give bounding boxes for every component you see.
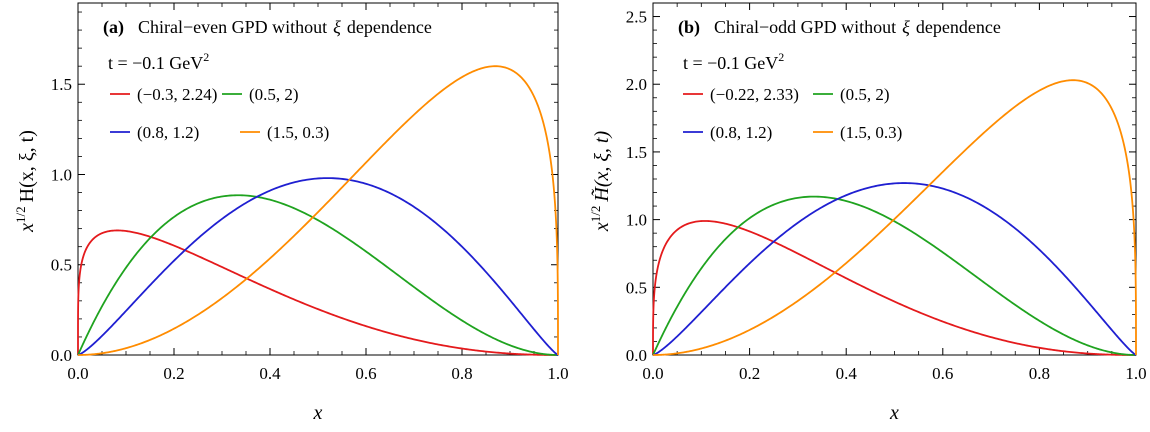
series-line-2 [77, 194, 558, 356]
x-tick-label: 1.0 [547, 364, 568, 383]
panel-tag: (a) [103, 17, 124, 38]
y-tick-label: 0.5 [51, 256, 72, 275]
y-tick-label: 1.5 [51, 75, 72, 94]
legend-label-2: (0.5, 2) [249, 85, 299, 104]
y-tick-label: 0.0 [51, 346, 72, 365]
panel-title: (a) Chiral−even GPD without ξ dependence [103, 17, 432, 38]
y-tick-label: 1.0 [626, 211, 647, 230]
panel-title-symbol: ξ [333, 17, 341, 37]
y-axis-label: x1/2 H(x, ξ, t) [13, 130, 38, 233]
legend-label-2: (0.5, 2) [840, 85, 890, 104]
t-label-text: t = −0.1 GeV [108, 53, 203, 73]
y-axis-label-base: x [591, 222, 613, 232]
panel-title-symbol: ξ [902, 17, 910, 37]
legend-label-1: (−0.3, 2.24) [137, 85, 217, 104]
y-axis-label-base: x [16, 223, 38, 233]
x-axis-label: x [889, 402, 899, 424]
panel-title-text: Chiral−even GPD without [138, 17, 327, 37]
x-tick-label: 1.0 [1125, 364, 1146, 383]
y-tick-label: 2.5 [626, 8, 647, 27]
series-line-4 [653, 79, 1137, 356]
x-tick-label: 0.4 [836, 364, 858, 383]
legend-label-1: (−0.22, 2.33) [710, 85, 799, 104]
x-tick-label: 0.2 [163, 364, 184, 383]
t-label-text: t = −0.1 GeV [683, 53, 778, 73]
x-tick-label: 0.0 [67, 364, 88, 383]
legend-label-3: (0.8, 1.2) [710, 123, 772, 142]
y-axis-label-sup: 1/2 [588, 206, 603, 223]
y-axis-label-func: H̃(x, ξ, t) [590, 131, 613, 203]
series-line-3 [77, 177, 559, 356]
t-label: t = −0.1 GeV2 [683, 50, 784, 73]
t-label-sup: 2 [203, 50, 209, 64]
chart-panel-a: 0.0 0.2 0.4 0.6 0.8 1.0 0.0 0.5 1.0 1.5 (a) Chiral−… [13, 2, 569, 424]
y-tick-label: 1.0 [51, 165, 72, 184]
x-tick-label: 0.8 [1029, 364, 1050, 383]
panel-title: (b) Chiral−odd GPD without ξ dependence [678, 17, 1001, 38]
y-axis-label-sup: 1/2 [13, 206, 28, 223]
x-tick-label: 0.4 [259, 364, 281, 383]
t-label: t = −0.1 GeV2 [108, 50, 209, 73]
y-tick-label: 2.0 [626, 75, 647, 94]
x-tick-label: 0.6 [355, 364, 376, 383]
y-tick-label: 0.0 [626, 346, 647, 365]
legend-label-4: (1.5, 0.3) [840, 123, 902, 142]
panel-title-tail: dependence [347, 17, 432, 37]
series-line-1 [77, 229, 558, 356]
panel-title-text: Chiral−odd GPD without [714, 17, 896, 37]
y-tick-label: 1.5 [626, 143, 647, 162]
x-axis-label: x [313, 402, 323, 424]
panel-title-tail: dependence [916, 17, 1001, 37]
panel-tag: (b) [678, 17, 700, 38]
t-label-sup: 2 [778, 50, 784, 64]
x-tick-label: 0.6 [932, 364, 953, 383]
y-tick-label: 0.5 [626, 278, 647, 297]
series-line-2 [652, 195, 1136, 356]
series-line-1 [652, 220, 1136, 356]
series-line-4 [78, 65, 559, 356]
chart-panel-b: 0.0 0.2 0.4 0.6 0.8 1.0 0.0 0.5 1.0 1.5 2.0 2.5 (b) C… [588, 2, 1147, 424]
x-tick-label: 0.2 [739, 364, 760, 383]
y-axis-label: x1/2 H̃(x, ξ, t) [588, 131, 613, 233]
legend-label-3: (0.8, 1.2) [137, 123, 199, 142]
series-line-3 [652, 182, 1137, 356]
x-tick-label: 0.8 [451, 364, 472, 383]
x-tick-label: 0.0 [642, 364, 663, 383]
y-axis-label-func: H(x, ξ, t) [16, 130, 38, 202]
legend-label-4: (1.5, 0.3) [267, 123, 329, 142]
